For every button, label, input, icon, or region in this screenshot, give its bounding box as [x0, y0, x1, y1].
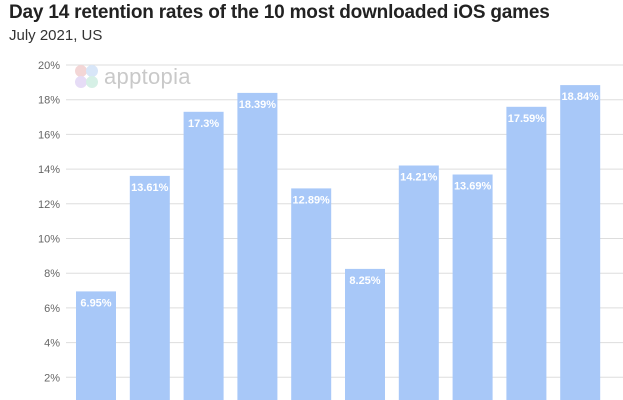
bar-value-label: 13.61%	[131, 182, 169, 194]
apptopia-logo-icon	[75, 65, 98, 88]
apptopia-watermark: apptopia	[75, 64, 191, 89]
bar	[345, 268, 385, 400]
bar-value-label: 18.84%	[562, 91, 600, 103]
y-tick-label: 6%	[44, 303, 60, 315]
bar	[129, 175, 170, 400]
bar-value-label: 6.95%	[80, 297, 111, 309]
bars	[76, 85, 601, 400]
y-axis-ticks: 2% 4% 6% 8% 10% 12% 14% 16% 18% 20%	[38, 60, 60, 384]
bar	[452, 174, 493, 400]
bar	[291, 188, 332, 400]
bar-value-label: 17.3%	[188, 118, 219, 130]
bar	[76, 291, 116, 400]
y-tick-label: 10%	[38, 234, 60, 246]
y-tick-label: 14%	[38, 164, 60, 176]
bar-value-label: 17.59%	[508, 113, 546, 125]
bar-value-label: 18.39%	[239, 99, 277, 111]
bar	[560, 85, 601, 400]
bar-value-label: 13.69%	[454, 181, 492, 193]
chart-title: Day 14 retention rates of the 10 most do…	[9, 2, 550, 23]
y-tick-label: 18%	[38, 95, 60, 107]
bar	[506, 106, 547, 400]
bar	[398, 165, 439, 400]
bar-value-label: 12.89%	[293, 194, 331, 206]
bar	[237, 92, 278, 400]
watermark-text: apptopia	[104, 64, 191, 89]
y-tick-label: 16%	[38, 129, 60, 141]
bar-value-label: 8.25%	[349, 275, 380, 287]
y-tick-label: 2%	[44, 372, 60, 384]
y-tick-label: 8%	[44, 268, 60, 280]
data-labels: 6.95% 13.61% 17.3% 18.39% 12.89% 8.25% 14.21% 1…	[80, 91, 599, 309]
y-tick-label: 12%	[38, 199, 60, 211]
chart-subtitle: July 2021, US	[9, 27, 103, 44]
bar	[183, 111, 224, 400]
y-tick-label: 20%	[38, 60, 60, 72]
bar-value-label: 14.21%	[400, 172, 438, 184]
y-tick-label: 4%	[44, 338, 60, 350]
